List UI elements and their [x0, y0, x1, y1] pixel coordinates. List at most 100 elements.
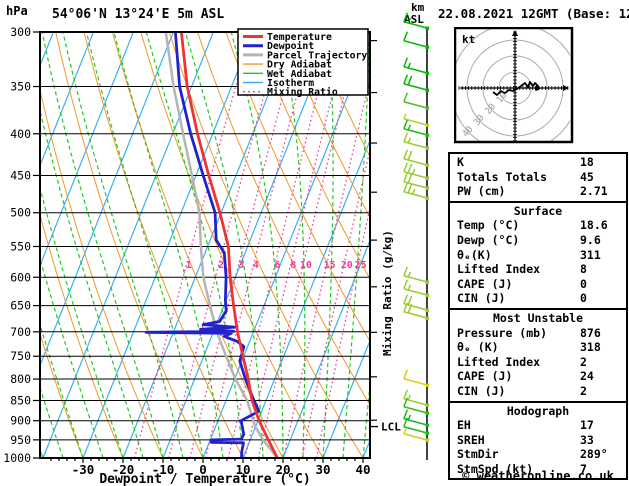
dry-adiabat-line — [40, 332, 84, 458]
wind-feather-full — [403, 182, 409, 193]
hodograph-arrow-up — [512, 30, 518, 36]
wind-station-dot — [425, 438, 429, 442]
wind-feather-full — [407, 183, 413, 194]
wind-barb — [403, 428, 429, 442]
legend-label: Mixing Ratio — [267, 86, 338, 98]
table-row-value: 2 — [580, 383, 587, 398]
table-row-label: Dewp (°C) — [457, 232, 520, 247]
temp-tick-label: -10 — [152, 462, 175, 477]
wet-adiabat-line — [40, 107, 144, 458]
wind-station-dot — [425, 423, 429, 427]
isotherms — [40, 32, 370, 458]
table-row: CAPE (J) 24 — [450, 369, 626, 384]
wind-staff — [403, 40, 428, 48]
plot-border — [39, 31, 371, 459]
hodograph-arrow-right — [563, 85, 569, 91]
table-row: CIN (J) 0 — [450, 291, 626, 306]
wind-station-dot — [425, 293, 429, 297]
wind-staff — [403, 378, 428, 386]
skewt-chart: 1 2 3 4 6 8 10 15 20 2530035040045050055060065070… — [3, 12, 451, 477]
wind-feather-full — [407, 295, 413, 306]
wind-staff — [403, 406, 428, 414]
legend-label: Wet Adiabat — [267, 68, 332, 80]
table-section-header: Most Unstable — [492, 310, 583, 325]
mixing-ratio-label: 15 — [323, 260, 335, 271]
legend-label: Dry Adiabat — [267, 59, 332, 71]
table-row-value: 9.6 — [580, 232, 601, 247]
wind-staff — [403, 191, 428, 199]
temp-tick-label: 0 — [199, 462, 207, 477]
wind-feather-full — [403, 302, 409, 313]
wind-feather-full — [407, 173, 413, 184]
table-row-value: 0 — [580, 276, 587, 291]
table-row-label: CIN (J) — [457, 383, 506, 398]
wind-staff — [403, 311, 428, 319]
wind-station-dot — [425, 133, 429, 137]
table-row-value: 311 — [580, 247, 601, 262]
table-row: StmDir 289° — [450, 447, 626, 462]
isotherm-line — [162, 32, 334, 458]
table-row-label: PW (cm) — [457, 184, 506, 199]
temp-tick-label: 20 — [275, 462, 290, 477]
wind-feather-full — [407, 150, 413, 161]
isotherm-line — [82, 32, 254, 458]
wind-station-dot — [425, 88, 429, 92]
table-row-value: 7 — [580, 461, 587, 476]
dewpoint-line — [144, 32, 261, 458]
wind-station-dot — [425, 196, 429, 200]
table-row: EH 17 — [450, 418, 626, 433]
hodograph-trace — [492, 81, 541, 96]
wind-feather-full — [403, 162, 409, 173]
wind-barb — [403, 417, 429, 435]
wind-staff — [403, 83, 428, 91]
mixing-ratio-label: 3 — [238, 260, 244, 271]
wind-staff — [403, 171, 428, 179]
pressure-tick-label: 350 — [10, 80, 31, 94]
mixing-ratio-labels: 1 2 3 4 6 8 10 15 20 25 — [186, 260, 367, 271]
isotherm-line — [202, 38, 370, 458]
mixing-ratio-label: 20 — [341, 260, 353, 271]
table-row-value: 876 — [580, 325, 601, 340]
pressure-tick-label: 550 — [10, 239, 31, 253]
wind-feather-half — [407, 271, 412, 278]
wet-adiabat-line — [41, 32, 164, 458]
wind-staff — [403, 426, 428, 434]
wind-barb — [403, 12, 429, 30]
wind-staff — [403, 128, 428, 136]
table-section: K 18 Totals Totals 45 PW (cm) 2.71 — [448, 152, 628, 203]
wind-feather-half — [407, 17, 412, 24]
wind-feather-full — [403, 389, 409, 400]
wind-feather-full — [403, 119, 409, 130]
table-row-label: StmDir — [457, 447, 499, 462]
wind-feather-half — [407, 62, 412, 69]
isotherm-line — [122, 32, 294, 458]
wind-station-dot — [425, 71, 429, 75]
mixing-ratio-line — [189, 32, 301, 458]
table-row-label: Temp (°C) — [457, 218, 520, 233]
dry-adiabat-line — [253, 32, 370, 280]
table-row: Dewp (°C) 9.6 — [450, 233, 626, 248]
mixing-ratio-label: 8 — [290, 260, 296, 271]
dry-adiabat-line — [425, 32, 451, 458]
isotherm-line — [242, 138, 370, 458]
wind-feather-half — [407, 394, 412, 401]
plot-background — [40, 32, 451, 458]
table-row-value: 18 — [580, 155, 594, 169]
wind-feather-full — [403, 149, 409, 160]
parcel-trajectory-line — [164, 32, 279, 458]
isotherm-line — [40, 32, 174, 368]
dry-adiabat-line — [396, 32, 450, 458]
table-row-value: 2.71 — [580, 184, 608, 199]
wind-feather-half — [407, 284, 412, 291]
mixing-ratio-label: 10 — [300, 260, 312, 271]
wind-station-dot — [425, 26, 429, 30]
wind-staff — [403, 288, 428, 296]
wind-staff — [403, 303, 428, 311]
copyright: © weatheronline.co.uk — [462, 469, 614, 483]
wind-station-dot — [425, 146, 429, 150]
mixing-ratio-label: 2 — [218, 260, 224, 271]
wind-feather-full — [403, 57, 409, 68]
isotherm-line — [42, 32, 214, 458]
